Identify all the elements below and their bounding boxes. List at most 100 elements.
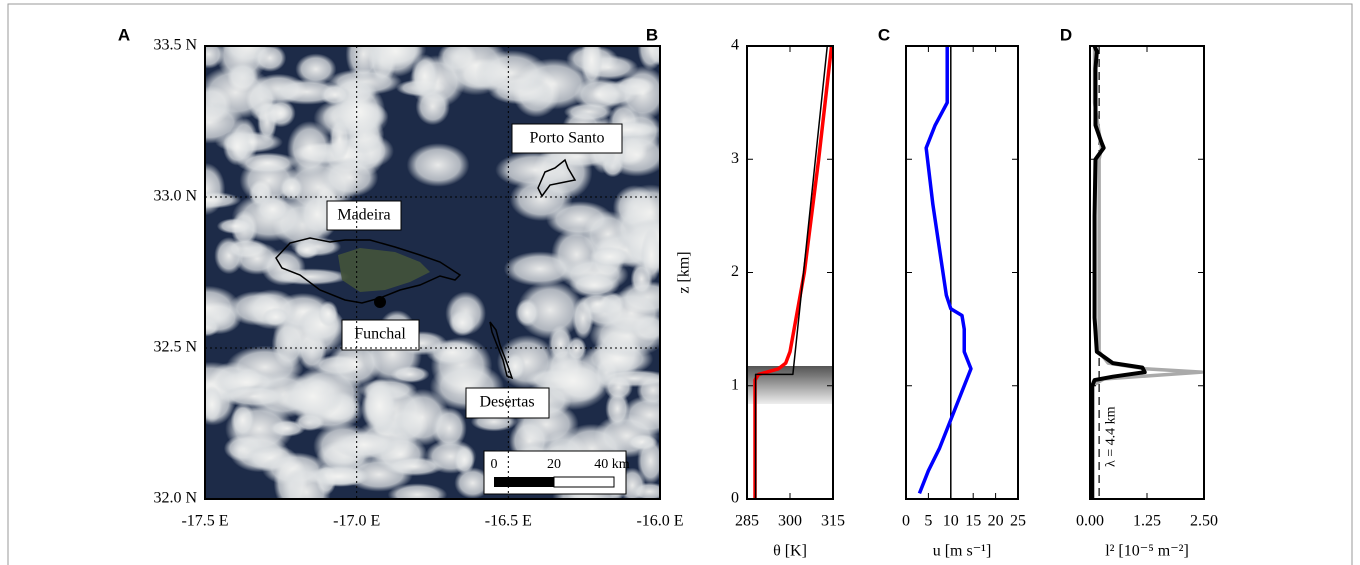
cloud (230, 402, 255, 438)
cloud (387, 483, 448, 499)
place-label: Madeira (337, 207, 390, 224)
label-box (341, 319, 420, 351)
scale-bar (494, 477, 554, 487)
scale-bar (553, 476, 615, 488)
profile-line (1090, 46, 1147, 499)
label-box (326, 200, 402, 231)
x-tick-label: -16.5 E (485, 513, 532, 530)
y-tick-label: 33.5 N (153, 37, 197, 54)
x-tick-label: 10 (943, 513, 959, 530)
y-axis-label: z [km] (676, 251, 693, 293)
cloud (221, 385, 288, 408)
cloud (415, 87, 450, 126)
y-tick-label: 32.0 N (153, 490, 197, 507)
cloud (390, 365, 430, 384)
cloud (328, 340, 382, 387)
cloud (515, 298, 540, 327)
porto-santo-outline (537, 158, 577, 198)
x-tick-label: -16.0 E (636, 513, 683, 530)
x-tick-label: 0.00 (1076, 513, 1104, 530)
y-tick-label: 2 (731, 263, 739, 280)
cloud (205, 386, 223, 423)
madeira-outline (275, 237, 462, 304)
plot-frame (905, 45, 1019, 500)
cloud (216, 218, 254, 235)
cloud (448, 309, 476, 337)
x-tick-label: -17.0 E (333, 513, 380, 530)
x-tick-label: 315 (821, 513, 845, 530)
y-tick-label: 1 (731, 376, 739, 393)
map-overlay: Porto Santo Madeira Funchal Desertas 0 2… (275, 123, 630, 495)
cloud (282, 463, 331, 499)
cloud (453, 445, 475, 475)
satellite-image (205, 46, 660, 499)
y-tick-label: 3 (731, 150, 739, 167)
x-tick-label: 5 (924, 513, 932, 530)
cloud (384, 456, 444, 477)
cloud (572, 296, 594, 340)
cloud (637, 437, 660, 485)
x-axis-label: l² [10⁻⁵ m⁻²] (1105, 543, 1189, 560)
x-axis-label: u [m s⁻¹] (933, 543, 992, 560)
cloud (406, 143, 470, 187)
x-tick-label: 2.50 (1190, 513, 1218, 530)
cloud (517, 280, 584, 340)
cloud (640, 228, 660, 283)
y-tick-label: 0 (731, 490, 739, 507)
x-tick-label: 15 (965, 513, 981, 530)
scale-label: 40 km (594, 457, 630, 472)
x-tick-label: 285 (735, 513, 759, 530)
y-tick-label: 32.5 N (153, 339, 197, 356)
x-tick-label: 20 (988, 513, 1004, 530)
panel-label: B (646, 25, 658, 44)
y-tick-label: 33.0 N (153, 188, 197, 205)
cloud (598, 289, 660, 337)
cloud (637, 46, 660, 71)
cloud (283, 372, 343, 421)
cloud (331, 431, 397, 459)
cloud (236, 152, 299, 174)
inversion-shading (748, 366, 833, 404)
cloud (535, 351, 611, 411)
cloud (631, 482, 660, 499)
cloud (475, 50, 549, 97)
cloud (299, 192, 335, 237)
cloud (253, 46, 287, 72)
cloud (618, 65, 660, 122)
x-tick-label: 300 (778, 513, 802, 530)
x-tick-label: 0 (902, 513, 910, 530)
cloud (454, 467, 491, 499)
cloud (546, 201, 614, 238)
cloud (604, 373, 633, 401)
profile-line (917, 46, 973, 494)
cloud (321, 157, 379, 198)
place-label: Funchal (354, 326, 406, 343)
funchal-dot (374, 296, 386, 308)
cloud (270, 268, 350, 286)
panel-label: C (878, 25, 890, 44)
panel-label: D (1060, 25, 1072, 44)
place-label: Desertas (479, 394, 534, 411)
cloud (286, 121, 333, 176)
cloud (205, 191, 242, 209)
scale-label: 20 (547, 457, 561, 472)
map-frame (204, 45, 661, 500)
cloud (367, 46, 423, 78)
place-label: Porto Santo (529, 130, 604, 147)
y-tick-label: 4 (731, 37, 739, 54)
cloud (580, 46, 603, 89)
x-tick-label: 1.25 (1133, 513, 1161, 530)
cloud (320, 84, 350, 106)
cloud (431, 407, 467, 450)
x-tick-label: 25 (1010, 513, 1026, 530)
profile-line (754, 46, 829, 499)
madeira-land (338, 248, 430, 292)
reference-label: λ = 4.4 km (1103, 406, 1118, 467)
label-box (511, 123, 623, 154)
cloud (295, 53, 337, 85)
label-box (465, 387, 550, 419)
cloud (205, 101, 245, 144)
panel-label: A (118, 25, 130, 44)
cloud (268, 419, 306, 437)
cloud (588, 246, 631, 267)
